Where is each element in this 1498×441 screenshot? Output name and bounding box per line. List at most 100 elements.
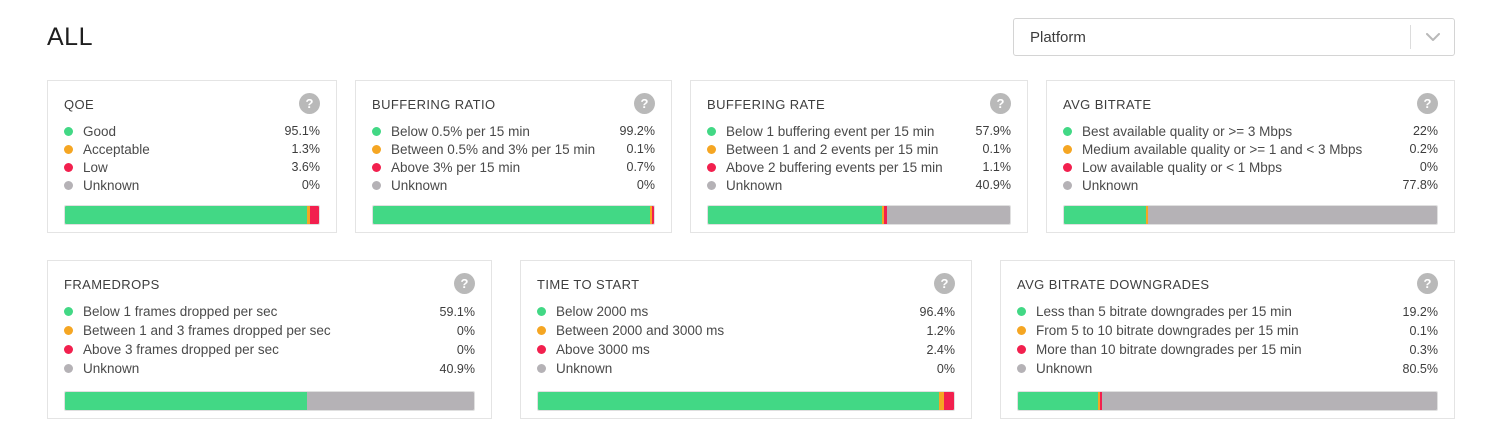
legend-item: Between 2000 and 3000 ms 1.2%: [537, 321, 955, 340]
metric-card: AVG BITRATE? Best available quality or >=…: [1046, 80, 1455, 233]
legend-value: 99.2%: [619, 124, 655, 138]
legend-dot-icon: [537, 307, 546, 316]
platform-dropdown[interactable]: Platform: [1013, 18, 1455, 56]
legend: Good 95.1% Acceptable 1.3% Low 3.6% Unknown 0%: [64, 122, 320, 194]
legend-value: 0.2%: [1409, 142, 1439, 156]
bar-segment: [373, 206, 650, 224]
bar-segment: [538, 392, 940, 410]
legend-label: Unknown: [726, 177, 783, 193]
legend-value: 0%: [301, 178, 320, 192]
legend-value: 77.8%: [1402, 178, 1438, 192]
legend-dot-icon: [1017, 364, 1026, 373]
card-row-2: FRAMEDROPS? Below 1 frames dropped per se…: [47, 260, 1455, 419]
legend-label: Unknown: [556, 361, 613, 376]
legend-value: 59.1%: [439, 304, 475, 319]
legend-dot-icon: [1017, 307, 1026, 316]
legend-dot-icon: [1063, 144, 1072, 154]
legend-item: Less than 5 bitrate downgrades per 15 mi…: [1017, 302, 1438, 321]
platform-dropdown-label: Platform: [1030, 28, 1086, 46]
legend: Below 1 buffering event per 15 min 57.9% B…: [707, 122, 1011, 194]
metric-card: QOE? Good 95.1% Acceptable 1.3% Low 3.6% Unknow…: [47, 80, 337, 233]
card-header: BUFFERING RATE?: [707, 93, 1011, 115]
help-icon[interactable]: ?: [934, 273, 955, 294]
help-icon[interactable]: ?: [1417, 273, 1438, 294]
legend-label: Best available quality or >= 3 Mbps: [1082, 123, 1293, 139]
distribution-bar: [64, 205, 320, 225]
metric-card: BUFFERING RATE? Below 1 buffering event p…: [690, 80, 1028, 233]
legend-label: Below 2000 ms: [556, 304, 649, 319]
legend-value: 19.2%: [1402, 304, 1438, 319]
help-icon[interactable]: ?: [1417, 93, 1438, 114]
legend: Best available quality or >= 3 Mbps 22% Me…: [1063, 122, 1438, 194]
legend-label: Low available quality or < 1 Mbps: [1082, 159, 1282, 175]
legend-label: Unknown: [83, 361, 140, 376]
top-bar: ALL Platform: [0, 0, 1498, 62]
legend-value: 22%: [1412, 124, 1438, 138]
help-icon[interactable]: ?: [990, 93, 1011, 114]
legend-dot-icon: [372, 144, 381, 154]
legend-label: Good: [83, 123, 117, 139]
bar-segment: [650, 206, 652, 224]
legend: Less than 5 bitrate downgrades per 15 mi…: [1017, 302, 1438, 378]
distribution-bar: [372, 205, 655, 225]
bar-segment: [306, 206, 310, 224]
legend-item: Unknown 77.8%: [1063, 176, 1438, 194]
bar-segment: [1064, 206, 1146, 224]
legend-value: 0%: [1419, 160, 1438, 174]
chevron-down-icon[interactable]: [1411, 19, 1454, 55]
legend-dot-icon: [707, 162, 716, 172]
legend-dot-icon: [372, 180, 381, 190]
legend: Below 2000 ms 96.4% Between 2000 and 3000 …: [537, 302, 955, 378]
legend-item: Above 3 frames dropped per sec 0%: [64, 340, 475, 359]
legend-item: Acceptable 1.3%: [64, 140, 320, 158]
legend-value: 0%: [636, 178, 655, 192]
bar-segment: [65, 392, 307, 410]
help-icon[interactable]: ?: [299, 93, 320, 114]
legend-item: Below 1 buffering event per 15 min 57.9%: [707, 122, 1011, 140]
legend-item: More than 10 bitrate downgrades per 15 m…: [1017, 340, 1438, 359]
legend-item: Good 95.1%: [64, 122, 320, 140]
card-header: FRAMEDROPS?: [64, 273, 475, 295]
card-header: AVG BITRATE?: [1063, 93, 1438, 115]
distribution-bar: [1017, 391, 1438, 411]
bar-segment: [1145, 206, 1148, 224]
legend-value: 96.4%: [919, 304, 955, 319]
bar-segment: [881, 206, 884, 224]
metric-card: TIME TO START? Below 2000 ms 96.4% Between …: [520, 260, 972, 419]
legend-item: Between 1 and 3 frames dropped per sec 0%: [64, 321, 475, 340]
card-title: TIME TO START: [537, 277, 640, 292]
card-header: TIME TO START?: [537, 273, 955, 295]
legend-label: Medium available quality or >= 1 and < 3…: [1082, 141, 1363, 157]
legend-label: Unknown: [83, 177, 140, 193]
legend-item: Unknown 0%: [372, 176, 655, 194]
help-icon[interactable]: ?: [454, 273, 475, 294]
bar-segment: [883, 206, 888, 224]
legend-dot-icon: [1017, 345, 1026, 354]
legend-dot-icon: [64, 144, 73, 154]
legend-item: Above 2 buffering events per 15 min 1.1%: [707, 158, 1011, 176]
legend-value: 40.9%: [975, 178, 1011, 192]
legend-dot-icon: [537, 345, 546, 354]
distribution-bar: [64, 391, 475, 411]
legend-label: Above 3000 ms: [556, 342, 650, 357]
legend-label: Above 3 frames dropped per sec: [83, 342, 279, 357]
legend-value: 1.2%: [926, 323, 956, 338]
legend-label: Below 1 buffering event per 15 min: [726, 123, 935, 139]
legend-value: 0%: [936, 361, 955, 376]
legend-dot-icon: [372, 162, 381, 172]
legend-dot-icon: [64, 180, 73, 190]
bar-segment: [939, 392, 945, 410]
legend-item: Best available quality or >= 3 Mbps 22%: [1063, 122, 1438, 140]
legend-label: Above 3% per 15 min: [391, 159, 521, 175]
legend-label: Above 2 buffering events per 15 min: [726, 159, 943, 175]
card-title: AVG BITRATE: [1063, 97, 1152, 112]
card-header: QOE?: [64, 93, 320, 115]
distribution-bar: [537, 391, 955, 411]
legend-label: Unknown: [391, 177, 448, 193]
legend-dot-icon: [64, 162, 73, 172]
help-icon[interactable]: ?: [634, 93, 655, 114]
legend-dot-icon: [537, 326, 546, 335]
legend-value: 0%: [456, 342, 475, 357]
legend-item: Above 3000 ms 2.4%: [537, 340, 955, 359]
legend-dot-icon: [64, 326, 73, 335]
